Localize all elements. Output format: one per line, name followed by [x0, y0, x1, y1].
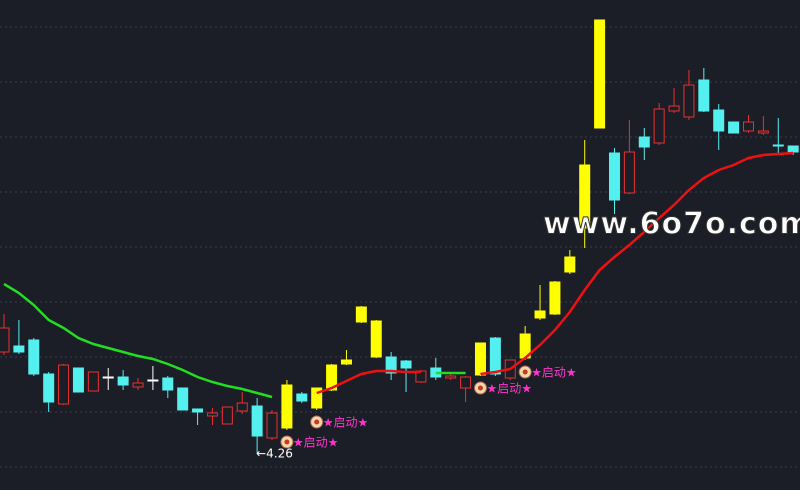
- candle-body: [772, 144, 784, 147]
- candle-body: [400, 360, 412, 369]
- candle-body: [534, 310, 546, 319]
- candle-body: [58, 364, 70, 405]
- candle-body: [87, 371, 99, 392]
- candle-body: [668, 105, 680, 112]
- candle-body: [192, 408, 204, 413]
- candle-body: [713, 109, 725, 132]
- money-bag-dot: [477, 385, 483, 391]
- candle-body: [698, 79, 710, 112]
- candle-body: [608, 152, 620, 201]
- signal-marker: [473, 381, 487, 395]
- candle-body: [594, 19, 606, 129]
- moving-average-line: [480, 151, 794, 376]
- signal-marker: [280, 435, 294, 449]
- candle-body: [623, 151, 635, 194]
- signal-label: ★启动★: [323, 416, 369, 430]
- candle-body: [251, 405, 263, 437]
- candle-body: [460, 376, 472, 389]
- candle-body: [28, 339, 40, 375]
- candle-body: [564, 256, 576, 273]
- candle-body: [340, 359, 352, 365]
- candle-body: [757, 130, 769, 134]
- candle-body: [579, 164, 591, 229]
- moving-average-line: [316, 369, 421, 395]
- watermark: www.6o7o.com: [543, 207, 800, 242]
- candle-body: [132, 382, 144, 388]
- candle-body: [653, 108, 665, 144]
- candle-body: [549, 281, 561, 315]
- candle-body: [743, 121, 754, 132]
- money-bag-dot: [522, 369, 528, 375]
- signal-label: ★启动★: [293, 436, 339, 450]
- signal-marker: [310, 415, 324, 429]
- candle-body: [787, 145, 799, 153]
- candle-body: [326, 364, 338, 391]
- candle-body: [117, 376, 129, 386]
- moving-average-line: [3, 282, 273, 399]
- grid: [0, 26, 800, 468]
- candle-body: [147, 379, 159, 382]
- signal-label: ★启动★: [531, 366, 577, 380]
- money-bag-dot: [314, 419, 320, 425]
- candle-body: [281, 384, 293, 429]
- candle-body: [266, 412, 278, 439]
- candle-body: [489, 337, 501, 375]
- candle-body: [311, 387, 323, 409]
- candle-body: [385, 356, 397, 374]
- candle-body: [355, 306, 367, 323]
- low-price-label: ←4.26: [256, 447, 293, 461]
- candle-body: [296, 393, 308, 402]
- candle-body: [13, 345, 25, 353]
- candle-body: [72, 367, 84, 393]
- candle-body: [221, 406, 233, 425]
- candle-body: [206, 412, 218, 417]
- candle-body: [0, 327, 10, 353]
- signal-marker: [518, 365, 532, 379]
- candle-body: [102, 376, 114, 379]
- signal-label: ★启动★: [486, 382, 532, 396]
- candle-body: [236, 402, 248, 412]
- candle-body: [43, 373, 55, 403]
- candle-body: [162, 377, 174, 391]
- candle-body: [177, 387, 189, 411]
- candle-body: [638, 136, 650, 148]
- candle-body: [728, 121, 740, 134]
- candle-body: [445, 375, 457, 379]
- plot-area: ★启动★★启动★★启动★★启动★←4.26: [0, 19, 799, 461]
- candle-body: [370, 320, 382, 358]
- candle-body: [683, 84, 695, 118]
- candle-body: [474, 342, 486, 376]
- money-bag-dot: [284, 439, 290, 445]
